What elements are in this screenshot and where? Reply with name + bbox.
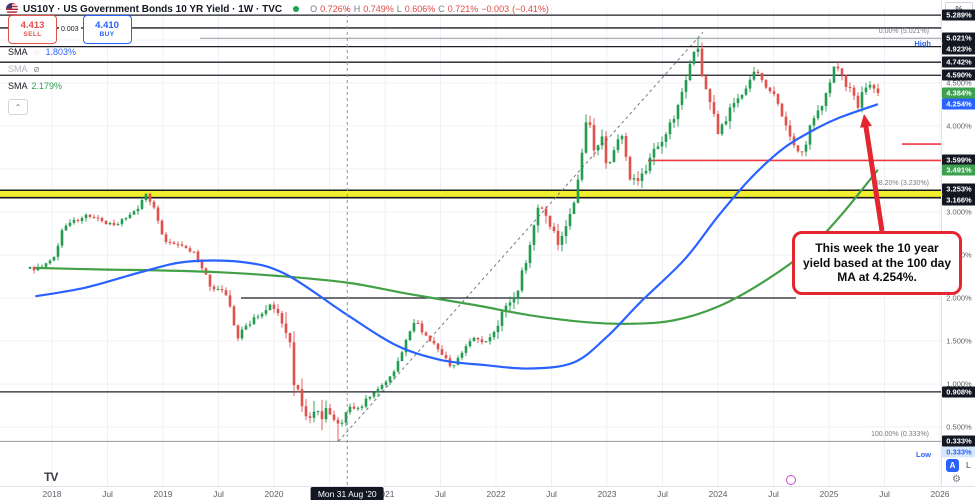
low-label: Low xyxy=(916,450,931,460)
price-axis-label: 4.000% xyxy=(946,121,972,131)
time-axis-label: Jul xyxy=(879,489,890,499)
time-axis-label: Jul xyxy=(657,489,668,499)
price-tag-black: 5.021% xyxy=(942,32,975,44)
price-axis-label: 0.500% xyxy=(946,422,972,432)
price-tag-black: 4.590% xyxy=(942,69,975,81)
time-axis[interactable]: 2018 Jul 2019 Jul 2020 Jul 2021 Jul 2022 Jul 2023 J… xyxy=(0,486,975,500)
symbol-title[interactable]: US10Y · US Government Bonds 10 YR Yield … xyxy=(23,3,283,15)
price-tag-black: 4.923% xyxy=(942,43,975,55)
chart-header: US10Y · US Government Bonds 10 YR Yield … xyxy=(6,2,549,16)
sma-100w-line[interactable] xyxy=(35,103,879,370)
eye-off-icon[interactable]: ⊘ xyxy=(33,64,40,74)
buy-button[interactable]: 4.410 BUY xyxy=(82,15,132,44)
order-panel: 4.413 SELL 0.003 4.410 BUY xyxy=(8,15,132,44)
crosshair-date-tooltip: Mon 31 Aug '20 xyxy=(310,487,384,500)
price-tag-blue: 4.254% xyxy=(942,98,975,110)
time-axis-label: 2018 xyxy=(42,489,62,499)
us-flag-icon xyxy=(6,3,18,15)
support-zone-band[interactable] xyxy=(0,190,941,198)
fib-label-0: 0.00% (5.021%) xyxy=(878,28,929,36)
time-axis-label: 2022 xyxy=(486,489,506,499)
time-axis-label: 2026 xyxy=(930,489,950,499)
time-axis-label: 2020 xyxy=(264,489,284,499)
gear-icon[interactable]: ⚙ xyxy=(952,474,961,485)
price-axis-label: 2.000% xyxy=(946,293,972,303)
ohlc-readout: O 0.726% H 0.749% L 0.606% C 0.721% −0.003 (… xyxy=(310,4,549,14)
time-axis-label: 2025 xyxy=(819,489,839,499)
price-axis-label: 1.500% xyxy=(946,336,972,346)
change-percent: (−0.41%) xyxy=(512,4,549,14)
annotation-callout[interactable]: This week the 10 year yield based at the… xyxy=(792,231,962,295)
price-tag-black: 3.253% xyxy=(942,183,975,195)
indicator-sma100[interactable]: SMA ◌ 1.803% xyxy=(8,47,77,57)
sma-200w-line[interactable] xyxy=(35,169,879,325)
time-axis-label: 2021 xyxy=(375,489,395,499)
annotation-arrow[interactable] xyxy=(862,121,885,232)
price-axis-label: 1.000% xyxy=(946,379,972,389)
auto-scale-button[interactable]: A xyxy=(946,459,959,472)
time-axis-label: Jul xyxy=(213,489,224,499)
legend-collapse-button[interactable]: ⌃ xyxy=(8,99,28,115)
indicator-settings-icon[interactable]: ◌ xyxy=(34,47,39,57)
chevron-up-icon: ⌃ xyxy=(14,102,22,112)
price-axis-label: 4.500% xyxy=(946,78,972,88)
price-tag-lowblue: 0.333% xyxy=(942,446,975,458)
price-tag-black: 3.166% xyxy=(942,194,975,206)
indicator-sma-hidden[interactable]: SMA ⊘ xyxy=(8,64,40,74)
time-axis-label: 2024 xyxy=(708,489,728,499)
event-marker-icon[interactable] xyxy=(786,475,796,485)
sell-button[interactable]: 4.413 SELL xyxy=(8,15,57,44)
fib-label-382: 38.20% (3.230%) xyxy=(874,180,929,188)
price-tag-green: 4.384% xyxy=(942,87,975,99)
time-axis-label: Jul xyxy=(546,489,557,499)
fib-label-100: 100.00% (0.333%) xyxy=(871,431,929,439)
price-tag-black: 0.908% xyxy=(942,386,975,398)
price-tag-black: 4.742% xyxy=(942,56,975,68)
time-axis-label: Jul xyxy=(102,489,113,499)
price-tag-green: 3.491% xyxy=(942,164,975,176)
change-value: −0.003 xyxy=(481,4,510,14)
spread-value: 0.003 xyxy=(59,26,81,33)
time-axis-label: 2019 xyxy=(153,489,173,499)
time-axis-label: Jul xyxy=(435,489,446,499)
indicator-sma200[interactable]: SMA 2.179% xyxy=(8,81,63,91)
fib-trendline[interactable] xyxy=(338,31,704,442)
time-axis-label: 2023 xyxy=(597,489,617,499)
time-axis-label: Jul xyxy=(768,489,779,499)
market-status-icon xyxy=(293,6,300,12)
log-scale-button[interactable]: L xyxy=(966,461,971,470)
price-tag-black: 5.289% xyxy=(942,9,975,21)
annotation-arrowhead xyxy=(860,114,872,128)
high-label: High xyxy=(914,39,931,49)
candles[interactable] xyxy=(28,38,880,442)
tradingview-logo[interactable]: TV xyxy=(44,470,58,484)
price-axis-label: 3.000% xyxy=(946,207,972,217)
price-tag-black: 0.333% xyxy=(942,435,975,447)
price-tag-black: 3.599% xyxy=(942,154,975,166)
